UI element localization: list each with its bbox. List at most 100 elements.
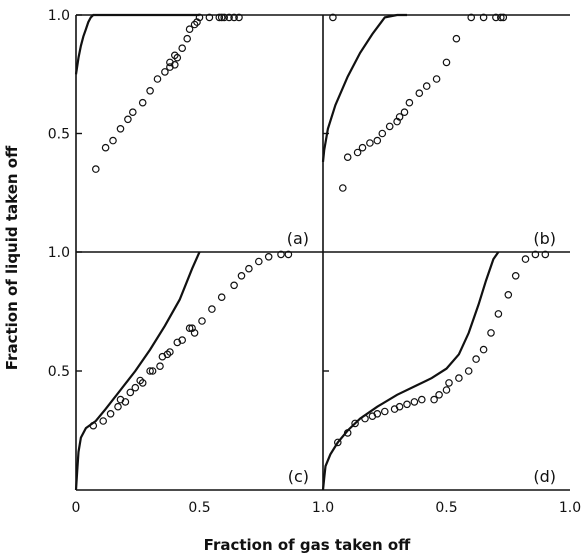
panel-b-data-point xyxy=(353,148,362,157)
panel-b-data-point xyxy=(338,184,347,192)
panel-c-data-point xyxy=(230,281,238,290)
panel-d-data-point xyxy=(417,395,426,404)
panel-b-data-point xyxy=(422,82,431,90)
panel-b-data-point xyxy=(432,75,441,83)
panel-b-data-point xyxy=(329,13,337,22)
panel-c-data-point xyxy=(106,409,115,418)
panel-c-data-point xyxy=(146,367,154,375)
panel-a-data-point xyxy=(205,13,214,22)
panel-a-data-point xyxy=(138,98,147,107)
panel-b-data-point xyxy=(373,136,382,145)
panel-a-data-point xyxy=(146,87,154,95)
panel-c-curve xyxy=(74,251,201,491)
panel-c-data-point xyxy=(254,257,263,266)
panel-c-data-point xyxy=(131,383,140,392)
panel-c-data-point xyxy=(114,402,122,411)
panel-c-data-point xyxy=(126,388,135,397)
panel-a-data-point xyxy=(153,75,162,83)
panel-a-data-point xyxy=(178,44,187,53)
panel-b-data-point xyxy=(385,122,394,131)
panel-c-data-point xyxy=(190,329,199,337)
y-axis-label: Fraction of liquid taken off xyxy=(3,145,21,370)
panel-c-data-point xyxy=(208,305,216,313)
panel-b-data-point xyxy=(479,13,488,22)
panel-d-data-point xyxy=(403,400,411,409)
panel-c-data-point xyxy=(89,421,98,430)
panel-a-data-point xyxy=(129,108,137,117)
panel-c-data-point xyxy=(163,350,172,359)
panel-c-x-tick-label: 0 xyxy=(72,500,81,516)
panel-d-data-point xyxy=(445,379,453,387)
panel-d-x-tick-label: 0.5 xyxy=(435,500,457,516)
panel-c-y-tick-label: 1.0 xyxy=(48,245,70,261)
panel-a-data-point xyxy=(235,13,243,22)
panel-a-data-point xyxy=(171,61,179,69)
panel-d-label: (d) xyxy=(533,467,556,486)
panel-b-data-point xyxy=(343,153,352,162)
panel-c-data-point xyxy=(264,252,273,261)
panel-a-data-point xyxy=(230,13,238,22)
panel-b-data-point xyxy=(467,13,476,22)
panel-d-data-point xyxy=(343,429,352,437)
panel-d-data-point xyxy=(541,250,550,259)
panel-a-data-point xyxy=(215,13,224,22)
panel-d-data-point xyxy=(380,407,389,416)
panel-d-data-point xyxy=(410,398,419,406)
panel-c-data-point xyxy=(178,336,187,344)
panel-c-data-point xyxy=(156,362,164,371)
panel-b-data-point xyxy=(442,58,451,67)
panel-d-data-point xyxy=(351,419,359,428)
panel-a-data-point xyxy=(190,20,199,29)
panel-c-data-point xyxy=(198,317,206,325)
panel-c-data-point xyxy=(217,293,226,302)
panel-b-data-point xyxy=(358,143,367,152)
panel-b-data-point xyxy=(400,108,409,117)
panel-c-data-point xyxy=(245,264,253,273)
panel-b-data-point xyxy=(366,139,374,147)
panel-c-data-point xyxy=(284,250,293,259)
panel-a-label: (a) xyxy=(287,229,309,248)
panel-d-data-point xyxy=(521,255,530,263)
panel-b-data-point xyxy=(395,113,404,121)
panel-b-data-point xyxy=(378,129,387,138)
panel-b-data-point xyxy=(415,89,424,98)
panel-a-data-point xyxy=(173,53,182,62)
panel-a-data-point xyxy=(101,143,110,152)
panel-c-data-point xyxy=(136,376,145,385)
panel-d-data-point xyxy=(494,310,503,318)
panel-a-data-point xyxy=(220,13,229,22)
panel-c-y-tick-label: 0.5 xyxy=(48,364,70,380)
panel-a-data-point xyxy=(109,136,117,145)
panel-c-data-point xyxy=(166,348,174,356)
panel-b-label: (b) xyxy=(533,229,556,248)
panel-a-data-point xyxy=(217,13,226,22)
panel-a-data-point xyxy=(92,165,100,173)
panel-d-data-point xyxy=(472,355,480,363)
panel-d-data-point xyxy=(504,290,513,299)
panel-a-data-point xyxy=(171,51,179,60)
panel-b-data-point xyxy=(492,13,500,22)
panel-c-data-point xyxy=(121,398,130,406)
panel-a-data-point xyxy=(195,13,204,22)
panel-a-curve xyxy=(74,13,200,75)
panel-b-data-point xyxy=(405,98,414,107)
panel-d-data-point xyxy=(442,386,451,394)
panel-a-y-tick-label: 0.5 xyxy=(48,127,70,143)
panel-c-x-tick-label: 0.5 xyxy=(188,500,210,516)
panel-b-data-point xyxy=(496,13,505,22)
panel-d-data-point xyxy=(455,374,463,382)
panel-c-data-point xyxy=(138,379,147,387)
panel-c-data-point xyxy=(185,324,194,333)
panel-d-data-point xyxy=(479,345,488,354)
panel-a-data-point xyxy=(183,34,192,43)
panel-a-data-point xyxy=(161,68,169,76)
panel-d-data-point xyxy=(487,329,495,337)
panel-d-data-point xyxy=(435,390,443,399)
panel-d-data-point xyxy=(531,250,540,259)
panel-b-data-point xyxy=(499,13,508,22)
panel-d-x-tick-label: 1.0 xyxy=(559,500,581,516)
panel-c-label: (c) xyxy=(288,467,309,486)
panel-a-data-point xyxy=(225,13,233,22)
panel-c-data-point xyxy=(237,271,246,280)
